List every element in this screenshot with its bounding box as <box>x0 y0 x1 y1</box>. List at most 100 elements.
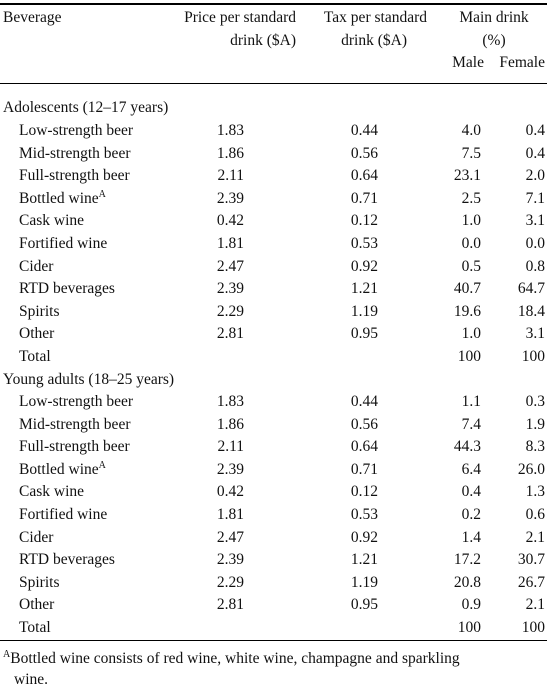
tax-cell: 0.92 <box>350 528 378 546</box>
female-cell: 26.7 <box>517 573 545 591</box>
male-cell: 40.7 <box>453 280 481 298</box>
tax-cell: 0.44 <box>350 393 378 411</box>
table-row: Full-strength beer 2.11 0.64 44.3 8.3 <box>0 436 547 459</box>
price-cell: 1.83 <box>216 393 244 411</box>
female-cell: 8.3 <box>525 438 545 456</box>
male-cell: 1.4 <box>461 528 481 546</box>
header-beverage: Beverage <box>3 9 62 26</box>
beverage-name-cell: Cider <box>0 256 163 279</box>
table-row: Mid-strength beer 1.86 0.56 7.5 0.4 <box>0 143 547 166</box>
table-row: Total 100 100 <box>0 346 547 369</box>
price-cell: 2.81 <box>216 596 244 614</box>
female-cell: 7.1 <box>525 189 545 207</box>
group-header-row: Adolescents (12–17 years) <box>0 97 547 120</box>
price-cell: 1.86 <box>216 144 244 162</box>
female-cell: 0.8 <box>525 257 545 275</box>
tax-cell: 0.64 <box>350 167 378 185</box>
group-title: Young adults (18–25 years) <box>3 370 175 388</box>
header-male: Male <box>452 54 484 72</box>
male-cell: 0.5 <box>461 257 481 275</box>
female-cell: 30.7 <box>517 551 545 569</box>
price-cell: 0.42 <box>216 483 244 501</box>
table-row: Bottled wineA 2.39 0.71 6.4 26.0 <box>0 459 547 482</box>
price-cell: 0.42 <box>216 212 244 230</box>
male-cell: 100 <box>457 619 481 637</box>
table-row: Other 2.81 0.95 0.9 2.1 <box>0 594 547 617</box>
header-female: Female <box>499 54 545 72</box>
male-cell: 2.5 <box>461 189 481 207</box>
male-cell: 0.0 <box>461 234 481 252</box>
table-row: Other 2.81 0.95 1.0 3.1 <box>0 323 547 346</box>
beverage-name-cell: Other <box>0 323 163 346</box>
beverage-name: Spirits <box>19 302 60 320</box>
beverage-name: Cask wine <box>19 212 85 230</box>
table-top-rule <box>0 3 547 5</box>
beverage-name-cell: Full-strength beer <box>0 436 163 459</box>
beverage-name-cell: Total <box>0 346 163 369</box>
beverage-name-cell: Cider <box>0 527 163 550</box>
beverage-name: Cider <box>19 528 54 546</box>
table-row: Low-strength beer 1.83 0.44 1.1 0.3 <box>0 391 547 414</box>
male-cell: 23.1 <box>453 167 481 185</box>
male-cell: 1.0 <box>461 325 481 343</box>
price-cell: 2.39 <box>216 460 244 478</box>
beverage-name-cell: Spirits <box>0 301 163 324</box>
footnote-text-line2: wine. <box>14 671 49 688</box>
table-row: Full-strength beer 2.11 0.64 23.1 2.0 <box>0 165 547 188</box>
beverage-name: RTD beverages <box>19 280 115 298</box>
footnote-ref: A <box>98 459 106 471</box>
female-cell: 0.0 <box>525 234 545 252</box>
female-cell: 1.9 <box>525 415 545 433</box>
tax-cell: 0.53 <box>350 234 378 252</box>
price-cell: 1.83 <box>216 121 244 139</box>
table-bottom-rule <box>0 640 547 641</box>
price-cell: 2.47 <box>216 257 244 275</box>
header-main-line2: (%) <box>482 31 506 49</box>
male-cell: 7.4 <box>461 415 481 433</box>
tax-cell: 0.56 <box>350 415 378 433</box>
price-cell: 1.81 <box>216 234 244 252</box>
female-cell: 26.0 <box>517 460 545 478</box>
table-row: Total 100 100 <box>0 617 547 640</box>
beverage-name: Mid-strength beer <box>19 415 131 433</box>
beverage-name: Total <box>19 347 51 365</box>
price-cell: 2.47 <box>216 528 244 546</box>
price-cell: 2.11 <box>217 438 244 456</box>
footnote: ABottled wine consists of red wine, whit… <box>3 648 543 690</box>
female-cell: 18.4 <box>517 302 545 320</box>
female-cell: 2.1 <box>525 596 545 614</box>
tax-cell: 0.12 <box>350 212 378 230</box>
beverage-name: Fortified wine <box>19 506 108 524</box>
beverage-name: Other <box>19 325 55 343</box>
beverage-name-cell: Mid-strength beer <box>0 143 163 166</box>
price-cell: 1.81 <box>216 506 244 524</box>
male-cell: 6.4 <box>461 460 481 478</box>
beverage-name-cell: Fortified wine <box>0 233 163 256</box>
female-cell: 100 <box>521 619 545 637</box>
beverage-name-cell: RTD beverages <box>0 278 163 301</box>
beverage-name: Other <box>19 596 55 614</box>
table-row: Mid-strength beer 1.86 0.56 7.4 1.9 <box>0 414 547 437</box>
header-tax-line1: Tax per standard <box>323 9 427 26</box>
beverage-name: Fortified wine <box>19 234 108 252</box>
table-header-rule <box>0 83 547 84</box>
beverage-name: Spirits <box>19 573 60 591</box>
tax-cell: 0.92 <box>350 257 378 275</box>
male-cell: 100 <box>457 347 481 365</box>
male-cell: 4.0 <box>461 121 481 139</box>
price-cell: 2.39 <box>216 189 244 207</box>
beverage-name-cell: Total <box>0 617 163 640</box>
tax-cell: 1.19 <box>350 302 378 320</box>
table-row: RTD beverages 2.39 1.21 17.2 30.7 <box>0 549 547 572</box>
beverage-name-cell: Low-strength beer <box>0 120 163 143</box>
header-main-line1: Main drink <box>459 9 529 26</box>
table-header: Beverage Price per standard Tax per stan… <box>0 7 547 97</box>
tax-cell: 0.95 <box>350 596 378 614</box>
header-tax-line2: drink ($A) <box>341 31 407 49</box>
table-row: Cask wine 0.42 0.12 1.0 3.1 <box>0 210 547 233</box>
tax-cell: 0.56 <box>350 144 378 162</box>
female-cell: 2.1 <box>525 528 545 546</box>
female-cell: 0.3 <box>525 393 545 411</box>
group-header-row: Young adults (18–25 years) <box>0 369 547 392</box>
beverage-name-cell: Spirits <box>0 572 163 595</box>
